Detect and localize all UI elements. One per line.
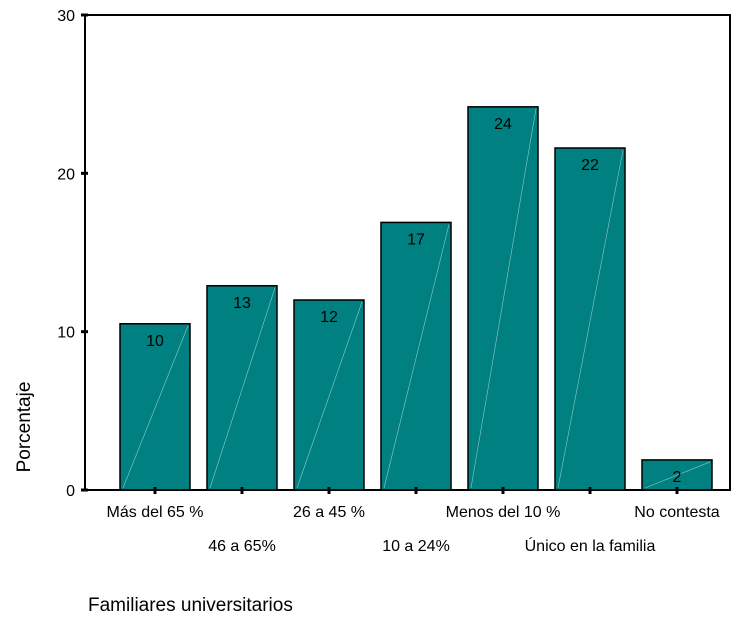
bar-shading-line <box>296 301 363 489</box>
x-tick-label: Único en la familia <box>525 536 656 555</box>
bar <box>293 299 365 491</box>
bar-data-label: 22 <box>581 157 599 174</box>
bar-shading-line <box>122 325 189 489</box>
bar-shading-line <box>209 287 276 489</box>
x-tick-label: 26 a 45 % <box>293 504 365 521</box>
bar <box>206 285 278 491</box>
y-axis-title: Porcentaje <box>14 382 35 473</box>
y-tick-label: 0 <box>66 483 75 500</box>
x-tick-label: 10 a 24% <box>382 538 450 555</box>
x-ticks: Más del 65 %46 a 65% 26 a 45 % 10 a 24% Men… <box>107 487 720 555</box>
bar-data-label: 13 <box>233 295 251 312</box>
bar-data-label: 12 <box>320 309 338 326</box>
bar-data-label: 10 <box>146 333 164 350</box>
x-axis-title: Familiares universitarios <box>88 595 293 616</box>
bar-shading-line <box>470 108 537 489</box>
bar-data-label: 24 <box>494 116 512 133</box>
bar <box>554 147 626 491</box>
x-tick-label: Menos del 10 % <box>446 504 561 521</box>
x-tick-label: 46 a 65% <box>208 538 276 555</box>
bar <box>467 106 539 491</box>
bar-data-label: 17 <box>407 231 425 248</box>
bar-shading-line <box>557 149 624 489</box>
bar-shading-line <box>644 461 711 489</box>
bar-data-label: 2 <box>673 469 682 486</box>
x-tick-label: Más del 65 % <box>107 504 204 521</box>
bar-shading-line <box>383 224 450 489</box>
x-tick-label: No contesta <box>634 504 719 521</box>
y-tick-label: 30 <box>57 8 75 25</box>
y-ticks: 0 10 20 30 <box>57 8 88 500</box>
bar <box>380 221 452 491</box>
y-tick-label: 20 <box>57 166 75 183</box>
y-tick-label: 10 <box>57 325 75 342</box>
